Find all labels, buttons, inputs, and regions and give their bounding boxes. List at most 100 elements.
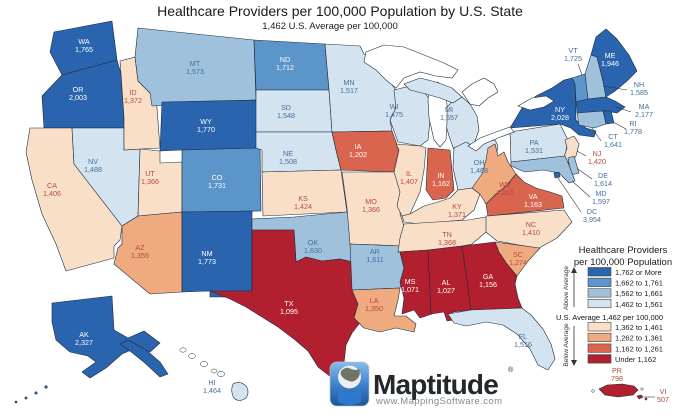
state-label-VI: VI 507: [657, 387, 669, 404]
state-label-CO: CO 1,731: [208, 173, 226, 190]
leader-line-NJ: [576, 150, 587, 157]
legend-swatch-1: [587, 267, 612, 277]
legend-label-4: 1,462 to 1,561: [615, 300, 663, 309]
state-label-PA: PA 1,531: [525, 138, 543, 155]
state-SC: [494, 241, 541, 277]
state-PR: [598, 383, 639, 398]
hawaii-island: [188, 353, 196, 359]
state-label-WY: WY 1,770: [197, 117, 215, 134]
state-label-MD: MD 1,597: [592, 189, 610, 206]
legend-swatch-7: [587, 343, 612, 353]
legend-swatch-6: [587, 332, 612, 343]
state-AK: [51, 295, 161, 379]
state-NE: [255, 131, 342, 173]
state-label-CA: CA 1,406: [43, 181, 61, 198]
state-NC: [485, 209, 573, 249]
state-label-WV: WV 1,315: [496, 180, 514, 197]
aleutian-island: [44, 385, 48, 389]
state-label-TN: TN 1,368: [438, 230, 456, 247]
state-label-GA: GA 1,156: [479, 272, 497, 289]
legend: Healthcare Providers per 100,000 Populat…: [556, 245, 672, 367]
state-label-KS: KS 1,424: [294, 194, 312, 211]
state-DC: [553, 171, 561, 179]
state-label-TX: TX 1,095: [280, 299, 298, 316]
state-label-NE: NE 1,508: [279, 149, 297, 166]
puerto-rico-islet: [640, 387, 644, 391]
state-label-FL: FL 1,516: [514, 332, 532, 349]
state-WV: [471, 143, 517, 205]
state-label-ND: ND 1,712: [276, 55, 294, 72]
virgin-islands-islet: [644, 397, 648, 401]
state-label-PR: PR 798: [611, 366, 623, 383]
leader-lines: [557, 63, 655, 398]
legend-swatch-5: [587, 322, 612, 332]
state-label-VT: VT 1,725: [564, 46, 582, 63]
state-label-IL: IL 1,407: [400, 169, 418, 186]
state-label-NY: NY 2,028: [551, 105, 569, 122]
legend-label-7: 1,162 to 1,261: [615, 344, 663, 353]
state-label-MT: MT 1,573: [186, 59, 204, 76]
legend-label-2: 1,662 to 1,761: [615, 279, 663, 288]
lake-2: [461, 77, 499, 107]
above-arrow-head: [571, 267, 577, 273]
page-title: Healthcare Providers per 100,000 Populat…: [157, 3, 523, 19]
state-VI: [636, 394, 644, 400]
state-label-OH: OH 1,468: [470, 158, 488, 175]
legend-label-3: 1,562 to 1,661: [615, 289, 663, 298]
leader-line-NH: [602, 85, 628, 91]
state-label-NJ: NJ 1,420: [588, 149, 606, 166]
leader-line-MD: [571, 180, 591, 198]
state-label-LA: LA 1,350: [365, 296, 383, 313]
page-subtitle: 1,462 U.S. Average per 100,000: [262, 21, 398, 32]
hawaii-island: [217, 371, 225, 377]
state-label-OR: OR 2,003: [69, 85, 87, 102]
state-label-HI: HI 1,464: [203, 378, 221, 395]
state-HI: [231, 382, 249, 401]
state-TN: [397, 215, 493, 253]
below-arrow-head: [571, 360, 577, 366]
state-label-DE: DE 1,614: [594, 171, 612, 188]
legend-label-1: 1,762 or More: [615, 268, 662, 277]
state-label-MO: MO 1,366: [362, 197, 380, 214]
state-label-OK: OK 1,630: [304, 238, 322, 255]
state-label-ME: ME 1,946: [601, 51, 619, 68]
legend-label-5: 1,362 to 1,461: [615, 323, 663, 332]
legend-swatch-2: [587, 277, 612, 287]
state-label-AK: AK 2,327: [75, 330, 93, 347]
state-label-AR: AR 1,611: [366, 247, 383, 264]
lake-3: [467, 126, 515, 152]
states-layer: [25, 20, 644, 401]
state-label-WA: WA 1,765: [75, 37, 93, 54]
state-label-SC: SC 1,274: [509, 250, 527, 267]
state-label-AZ: AZ 1,355: [131, 243, 149, 260]
state-NM: [181, 210, 253, 298]
state-label-MS: MS 1,071: [401, 277, 419, 294]
leader-line-DC: [557, 177, 582, 213]
state-CO: [181, 147, 262, 213]
aleutian-island: [34, 391, 38, 395]
leader-line-MA: [615, 106, 632, 113]
brand-name: Maptitude: [373, 369, 498, 400]
state-FL: [447, 307, 556, 371]
state-label-IN: IN 1,162: [432, 171, 450, 188]
logo-swoosh: [338, 388, 361, 405]
state-TX: [209, 229, 387, 378]
state-NY: [509, 77, 597, 138]
state-CT: [576, 110, 607, 129]
state-label-IA: IA 1,202: [349, 142, 367, 159]
leader-line-CT: [591, 127, 602, 142]
state-label-UT: UT 1,366: [141, 169, 159, 186]
michigan-upper-peninsula: [403, 77, 463, 104]
brand-url: www.MappingSoftware.com: [375, 396, 502, 407]
legend-above-average-label: Above Average: [563, 266, 570, 310]
islands-layer: [14, 77, 648, 404]
aleutian-island: [24, 396, 28, 400]
state-label-ID: ID 1,372: [124, 88, 142, 105]
state-label-NV: NV 1,488: [84, 157, 102, 174]
state-label-VA: VA 1,163: [524, 192, 542, 209]
legend-swatch-4: [587, 298, 612, 309]
state-label-AL: AL 1,027: [437, 278, 455, 295]
legend-label-6: 1,262 to 1,361: [615, 334, 663, 343]
